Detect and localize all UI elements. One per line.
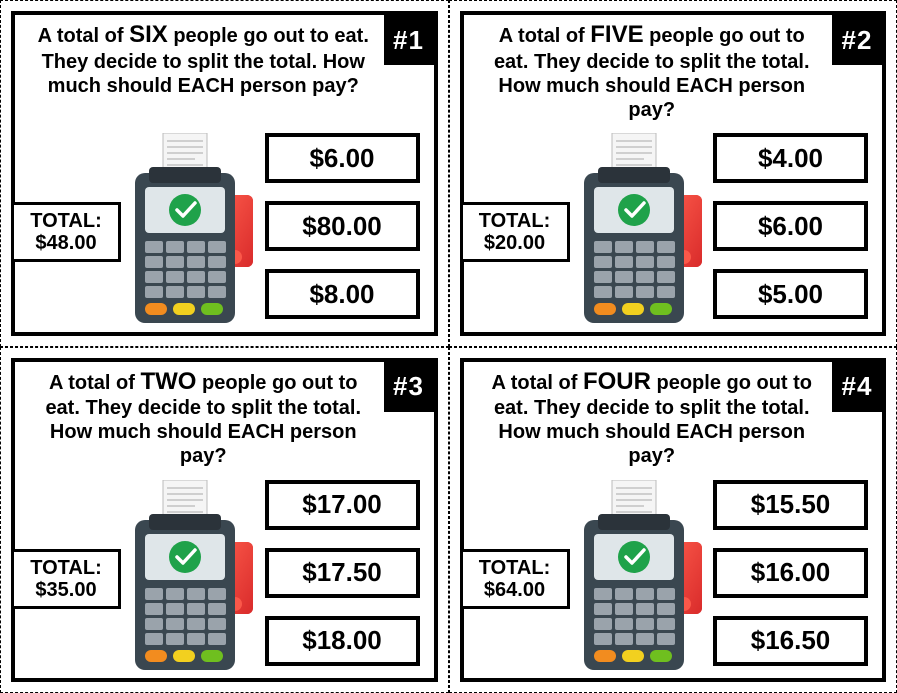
answer-option[interactable]: $16.00: [713, 548, 868, 598]
pos-terminal-icon: My Bank 0010 5130 1234 2456: [564, 480, 704, 670]
total-label: TOTAL:: [30, 557, 101, 579]
pos-terminal-icon: My Bank 0010 5130 1234 2456: [115, 480, 255, 670]
card-2: #2 A total of FIVE people go out to eat.…: [460, 11, 887, 336]
answer-option[interactable]: $6.00: [713, 201, 868, 251]
answer-option[interactable]: $80.00: [265, 201, 420, 251]
q-em: SIX: [129, 21, 168, 48]
answer-list: $6.00 $80.00 $8.00: [265, 133, 420, 319]
total-box: TOTAL: $20.00: [460, 202, 570, 262]
q-em: FIVE: [590, 21, 643, 48]
question-text: A total of FIVE people go out to eat. Th…: [482, 21, 823, 122]
total-box: TOTAL: $35.00: [11, 549, 121, 609]
total-value: $48.00: [35, 232, 96, 254]
total-value: $20.00: [484, 232, 545, 254]
answer-option[interactable]: $17.50: [265, 548, 420, 598]
answer-option[interactable]: $6.00: [265, 133, 420, 183]
cell-2: #2 A total of FIVE people go out to eat.…: [449, 0, 897, 347]
pos-terminal-icon: My Bank 0010 5130 1234 2456: [564, 133, 704, 323]
question-text: A total of FOUR people go out to eat. Th…: [482, 368, 823, 469]
total-box: TOTAL: $64.00: [460, 549, 570, 609]
total-label: TOTAL:: [30, 210, 101, 232]
answer-list: $4.00 $6.00 $5.00: [713, 133, 868, 319]
answer-option[interactable]: $5.00: [713, 269, 868, 319]
answer-list: $17.00 $17.50 $18.00: [265, 480, 420, 666]
answer-option[interactable]: $4.00: [713, 133, 868, 183]
cell-4: #4 A total of FOUR people go out to eat.…: [449, 347, 897, 693]
total-box: TOTAL: $48.00: [11, 202, 121, 262]
q-em: TWO: [140, 368, 196, 395]
cell-1: #1 A total of SIX people go out to eat. …: [0, 0, 449, 347]
q-pre: A total of: [49, 372, 140, 394]
pos-terminal-icon: My Bank 0010 5130 1234 2456: [115, 133, 255, 323]
cell-3: #3 A total of TWO people go out to eat. …: [0, 347, 449, 693]
card-3: #3 A total of TWO people go out to eat. …: [11, 358, 438, 683]
q-pre: A total of: [38, 25, 129, 47]
total-value: $35.00: [35, 579, 96, 601]
answer-option[interactable]: $15.50: [713, 480, 868, 530]
answer-option[interactable]: $18.00: [265, 616, 420, 666]
card-number-badge: #4: [832, 362, 882, 412]
total-label: TOTAL:: [479, 557, 550, 579]
q-pre: A total of: [491, 372, 582, 394]
task-card-grid: #1 A total of SIX people go out to eat. …: [0, 0, 897, 693]
total-value: $64.00: [484, 579, 545, 601]
question-text: A total of TWO people go out to eat. The…: [33, 368, 374, 469]
question-text: A total of SIX people go out to eat. The…: [33, 21, 374, 98]
card-number-badge: #1: [384, 15, 434, 65]
card-number-badge: #2: [832, 15, 882, 65]
answer-option[interactable]: $8.00: [265, 269, 420, 319]
answer-option[interactable]: $17.00: [265, 480, 420, 530]
card-4: #4 A total of FOUR people go out to eat.…: [460, 358, 887, 683]
total-label: TOTAL:: [479, 210, 550, 232]
card-1: #1 A total of SIX people go out to eat. …: [11, 11, 438, 336]
q-pre: A total of: [499, 25, 590, 47]
q-em: FOUR: [583, 368, 651, 395]
card-number-badge: #3: [384, 362, 434, 412]
answer-list: $15.50 $16.00 $16.50: [713, 480, 868, 666]
answer-option[interactable]: $16.50: [713, 616, 868, 666]
